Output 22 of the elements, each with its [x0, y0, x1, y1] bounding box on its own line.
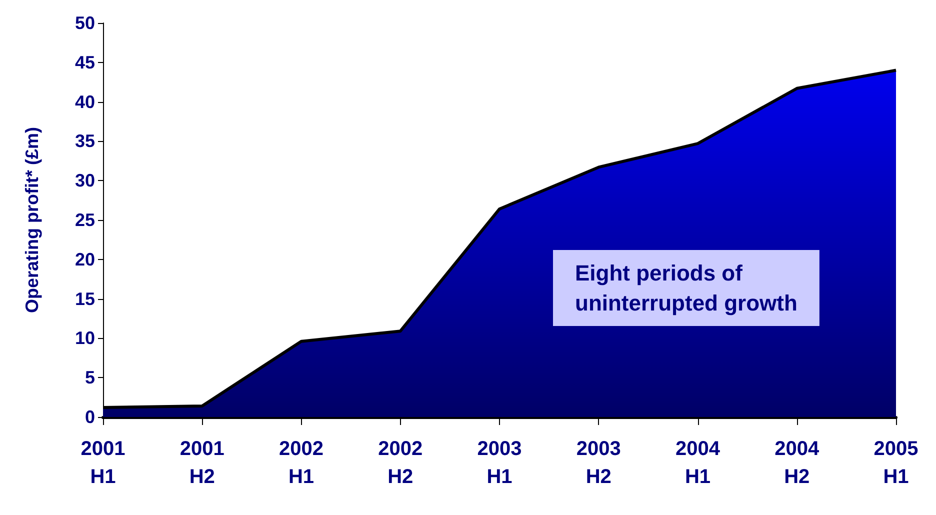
y-tick-label: 50 [74, 13, 95, 33]
x-tick-label: 2005 H1 [874, 438, 918, 488]
y-tick-label: 15 [74, 288, 95, 309]
y-tick-label: 5 [84, 368, 95, 388]
annotation: Eight periods of uninterrupted growth [575, 260, 798, 316]
y-tick-label: 35 [74, 131, 95, 152]
y-tick-label: 0 [84, 407, 95, 427]
y-tick-label: 30 [74, 170, 95, 191]
y-tick-label: 45 [74, 52, 95, 72]
y-tick-label: 10 [74, 328, 95, 348]
x-tick-label: 2003 H2 [576, 438, 621, 488]
y-axis-title: Operating profit* (£m) [22, 126, 42, 314]
y-tick-label: 20 [74, 249, 95, 270]
y-tick-label: 25 [74, 210, 95, 230]
x-tick-label: 2002 H2 [378, 438, 423, 488]
x-tick-label: 2003 H1 [477, 438, 522, 488]
x-tick-label: 2004 H2 [774, 438, 820, 488]
x-tick-label: 2002 H1 [279, 438, 324, 488]
x-tick-label: 2001 H1 [80, 438, 126, 488]
y-tick-label: 40 [74, 92, 95, 112]
x-tick-label: 2001 H2 [180, 438, 224, 488]
x-tick-label: 2004 H1 [676, 438, 721, 488]
